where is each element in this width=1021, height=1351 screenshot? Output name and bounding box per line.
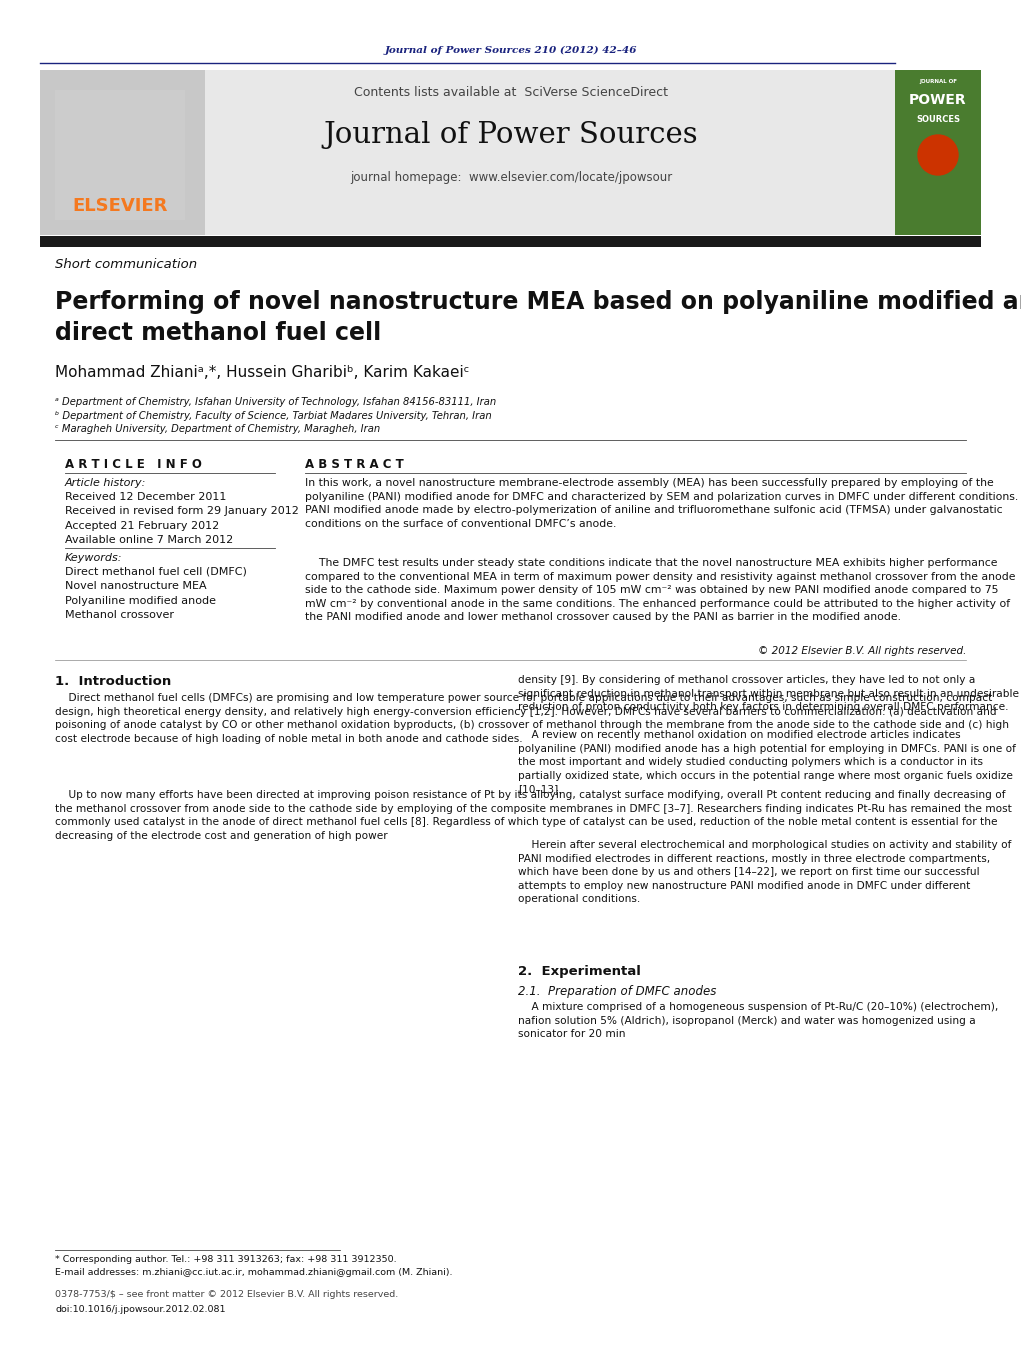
Text: ᶜ Maragheh University, Department of Chemistry, Maragheh, Iran: ᶜ Maragheh University, Department of Che… (55, 424, 380, 434)
Text: 2.  Experimental: 2. Experimental (518, 965, 641, 978)
Text: Performing of novel nanostructure MEA based on polyaniline modified anode in
dir: Performing of novel nanostructure MEA ba… (55, 290, 1021, 345)
Bar (895, 70, 981, 235)
Text: A R T I C L E   I N F O: A R T I C L E I N F O (65, 458, 202, 471)
Bar (40, 70, 895, 235)
Text: Up to now many efforts have been directed at improving poison resistance of Pt b: Up to now many efforts have been directe… (55, 790, 1012, 840)
Text: * Corresponding author. Tel.: +98 311 3913263; fax: +98 311 3912350.: * Corresponding author. Tel.: +98 311 39… (55, 1255, 396, 1265)
Text: doi:10.1016/j.jpowsour.2012.02.081: doi:10.1016/j.jpowsour.2012.02.081 (55, 1305, 226, 1315)
Text: 1.  Introduction: 1. Introduction (55, 676, 172, 688)
Text: 0378-7753/$ – see front matter © 2012 Elsevier B.V. All rights reserved.: 0378-7753/$ – see front matter © 2012 El… (55, 1290, 398, 1300)
Text: ᵃ Department of Chemistry, Isfahan University of Technology, Isfahan 84156-83111: ᵃ Department of Chemistry, Isfahan Unive… (55, 397, 496, 407)
Text: A mixture comprised of a homogeneous suspension of Pt-Ru/C (20–10%) (electrochem: A mixture comprised of a homogeneous sus… (518, 1002, 999, 1039)
Text: Keywords:: Keywords: (65, 553, 123, 563)
Text: Journal of Power Sources: Journal of Power Sources (324, 122, 698, 149)
Text: POWER: POWER (909, 93, 967, 107)
Text: Direct methanol fuel cell (DMFC)
Novel nanostructure MEA
Polyaniline modified an: Direct methanol fuel cell (DMFC) Novel n… (65, 567, 247, 620)
Text: A review on recently methanol oxidation on modified electrode articles indicates: A review on recently methanol oxidation … (518, 730, 1016, 794)
Bar (40, 70, 205, 235)
Text: A B S T R A C T: A B S T R A C T (305, 458, 403, 471)
Text: ELSEVIER: ELSEVIER (72, 197, 167, 215)
Circle shape (918, 135, 958, 176)
Text: SOURCES: SOURCES (916, 115, 960, 124)
Text: In this work, a novel nanostructure membrane-electrode assembly (MEA) has been s: In this work, a novel nanostructure memb… (305, 478, 1018, 528)
Text: E-mail addresses: m.zhiani@cc.iut.ac.ir, mohammad.zhiani@gmail.com (M. Zhiani).: E-mail addresses: m.zhiani@cc.iut.ac.ir,… (55, 1269, 452, 1277)
Text: The DMFC test results under steady state conditions indicate that the novel nano: The DMFC test results under steady state… (305, 558, 1016, 623)
Text: ᵇ Department of Chemistry, Faculty of Science, Tarbiat Madares University, Tehra: ᵇ Department of Chemistry, Faculty of Sc… (55, 411, 492, 422)
Text: Herein after several electrochemical and morphological studies on activity and s: Herein after several electrochemical and… (518, 840, 1012, 904)
Bar (55, 91, 185, 220)
Text: Mohammad Zhianiᵃ,*, Hussein Gharibiᵇ, Karim Kakaeiᶜ: Mohammad Zhianiᵃ,*, Hussein Gharibiᵇ, Ka… (55, 365, 470, 380)
Text: Article history:: Article history: (65, 478, 146, 488)
Text: 2.1.  Preparation of DMFC anodes: 2.1. Preparation of DMFC anodes (518, 985, 717, 998)
Text: Received 12 December 2011
Received in revised form 29 January 2012
Accepted 21 F: Received 12 December 2011 Received in re… (65, 492, 299, 546)
Text: Short communication: Short communication (55, 258, 197, 272)
Text: Contents lists available at  SciVerse ScienceDirect: Contents lists available at SciVerse Sci… (354, 86, 668, 100)
Bar (40, 236, 981, 247)
Text: density [9]. By considering of methanol crossover articles, they have led to not: density [9]. By considering of methanol … (518, 676, 1019, 712)
Text: © 2012 Elsevier B.V. All rights reserved.: © 2012 Elsevier B.V. All rights reserved… (758, 646, 966, 657)
Text: Journal of Power Sources 210 (2012) 42–46: Journal of Power Sources 210 (2012) 42–4… (385, 46, 637, 54)
Text: Direct methanol fuel cells (DMFCs) are promising and low temperature power sourc: Direct methanol fuel cells (DMFCs) are p… (55, 693, 1009, 744)
Text: journal homepage:  www.elsevier.com/locate/jpowsour: journal homepage: www.elsevier.com/locat… (350, 172, 672, 185)
Text: JOURNAL OF: JOURNAL OF (919, 80, 957, 85)
